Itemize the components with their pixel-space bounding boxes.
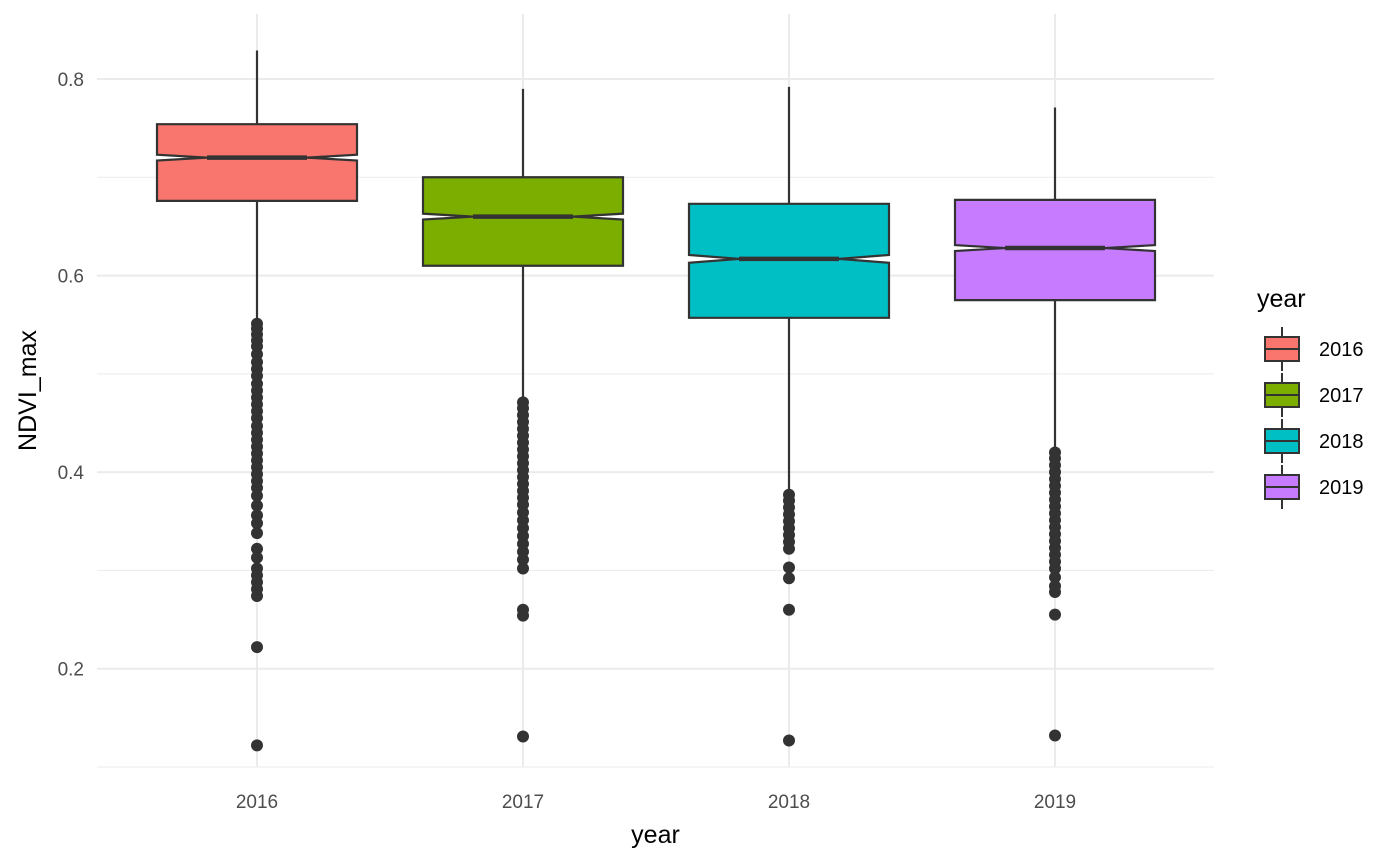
box-2017 bbox=[421, 88, 625, 402]
outlier-point bbox=[251, 489, 263, 502]
outlier-point bbox=[251, 739, 263, 752]
legend-item-2018: 2018 bbox=[1264, 419, 1364, 463]
outlier-point bbox=[783, 561, 795, 574]
x-tick-label: 2018 bbox=[768, 792, 810, 813]
legend-label: 2017 bbox=[1319, 385, 1364, 407]
outlier-point bbox=[783, 603, 795, 616]
legend-label: 2019 bbox=[1319, 477, 1364, 499]
outlier-point bbox=[783, 542, 795, 555]
legend: year 2016 2017 2018 2019 bbox=[1257, 285, 1364, 509]
outlier-point bbox=[251, 527, 263, 540]
outlier-point bbox=[517, 553, 529, 566]
outlier-point bbox=[251, 542, 263, 555]
y-tick-label: 0.8 bbox=[58, 70, 84, 91]
x-tick-label: 2017 bbox=[502, 792, 544, 813]
outlier-point bbox=[517, 609, 529, 622]
y-axis-title: NDVI_max bbox=[14, 330, 42, 451]
legend-label: 2018 bbox=[1319, 431, 1364, 453]
outlier-point bbox=[251, 641, 263, 654]
box-2016 bbox=[155, 50, 359, 323]
x-tick-label: 2016 bbox=[236, 792, 278, 813]
outlier-point bbox=[251, 551, 263, 564]
outlier-point bbox=[783, 734, 795, 747]
outlier-point bbox=[783, 572, 795, 585]
box-body bbox=[155, 123, 359, 202]
x-axis: 2016 2017 2018 2019 bbox=[236, 792, 1076, 813]
outlier-point bbox=[517, 562, 529, 575]
x-axis-title: year bbox=[631, 821, 680, 849]
legend-item-2016: 2016 bbox=[1264, 327, 1364, 371]
outlier-point bbox=[251, 589, 263, 602]
y-tick-label: 0.4 bbox=[58, 463, 85, 484]
outlier-point bbox=[251, 517, 263, 530]
outlier-point bbox=[517, 730, 529, 743]
legend-item-2019: 2019 bbox=[1264, 465, 1364, 509]
y-tick-label: 0.2 bbox=[58, 660, 84, 681]
box-body bbox=[421, 176, 625, 267]
y-tick-label: 0.6 bbox=[58, 267, 84, 288]
legend-label: 2016 bbox=[1319, 339, 1364, 361]
outlier-point bbox=[1049, 729, 1061, 742]
y-axis: 0.2 0.4 0.6 0.8 bbox=[58, 70, 85, 681]
outlier-point bbox=[251, 499, 263, 512]
box-2018 bbox=[687, 86, 891, 494]
boxes-layer bbox=[155, 50, 1157, 494]
outlier-point bbox=[1049, 571, 1061, 584]
legend-title: year bbox=[1257, 285, 1306, 313]
x-tick-label: 2019 bbox=[1034, 792, 1076, 813]
outlier-point bbox=[1049, 562, 1061, 575]
outliers-layer bbox=[251, 317, 1061, 752]
legend-item-2017: 2017 bbox=[1264, 373, 1364, 417]
outlier-point bbox=[1049, 608, 1061, 621]
outlier-point bbox=[1049, 586, 1061, 599]
box-2019 bbox=[953, 107, 1157, 452]
